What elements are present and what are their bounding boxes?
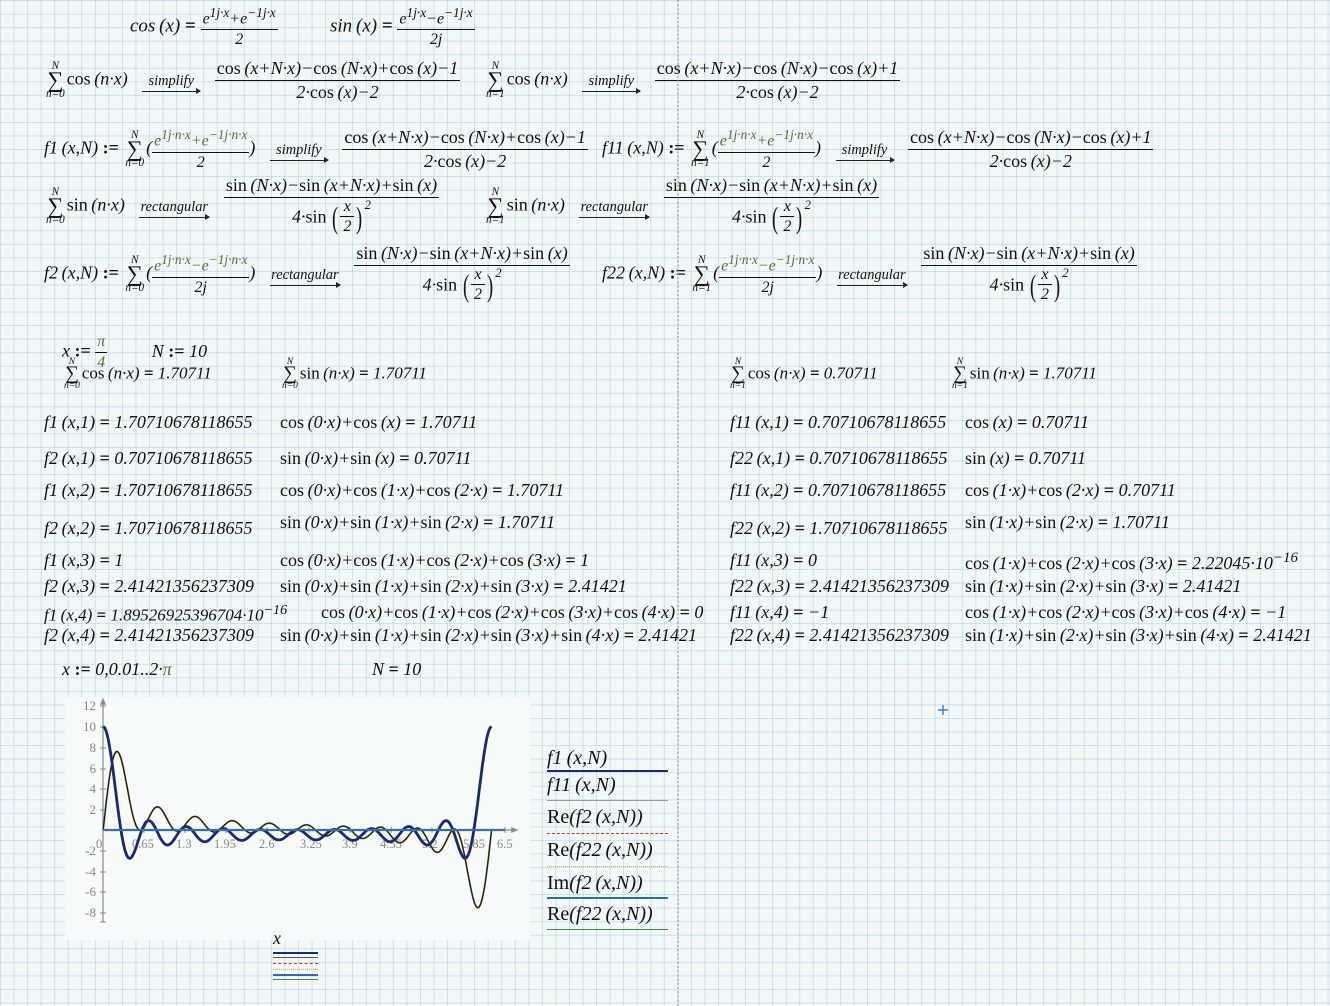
svg-text:-2: -2 bbox=[85, 843, 96, 858]
svg-text:-8: -8 bbox=[85, 905, 96, 920]
svg-text:-6: -6 bbox=[85, 884, 96, 899]
svg-text:6: 6 bbox=[90, 761, 97, 776]
svg-text:4: 4 bbox=[90, 781, 97, 796]
svg-text:8: 8 bbox=[90, 740, 97, 755]
svg-text:2.6: 2.6 bbox=[259, 837, 275, 851]
svg-text:0: 0 bbox=[96, 837, 102, 851]
svg-text:10: 10 bbox=[83, 719, 96, 734]
svg-text:-4: -4 bbox=[85, 864, 96, 879]
svg-text:2: 2 bbox=[90, 802, 97, 817]
svg-text:12: 12 bbox=[83, 698, 96, 713]
svg-text:6.5: 6.5 bbox=[497, 837, 513, 851]
svg-text:1.95: 1.95 bbox=[214, 837, 236, 851]
svg-text:1.3: 1.3 bbox=[176, 837, 192, 851]
svg-text:5.85: 5.85 bbox=[463, 837, 485, 851]
